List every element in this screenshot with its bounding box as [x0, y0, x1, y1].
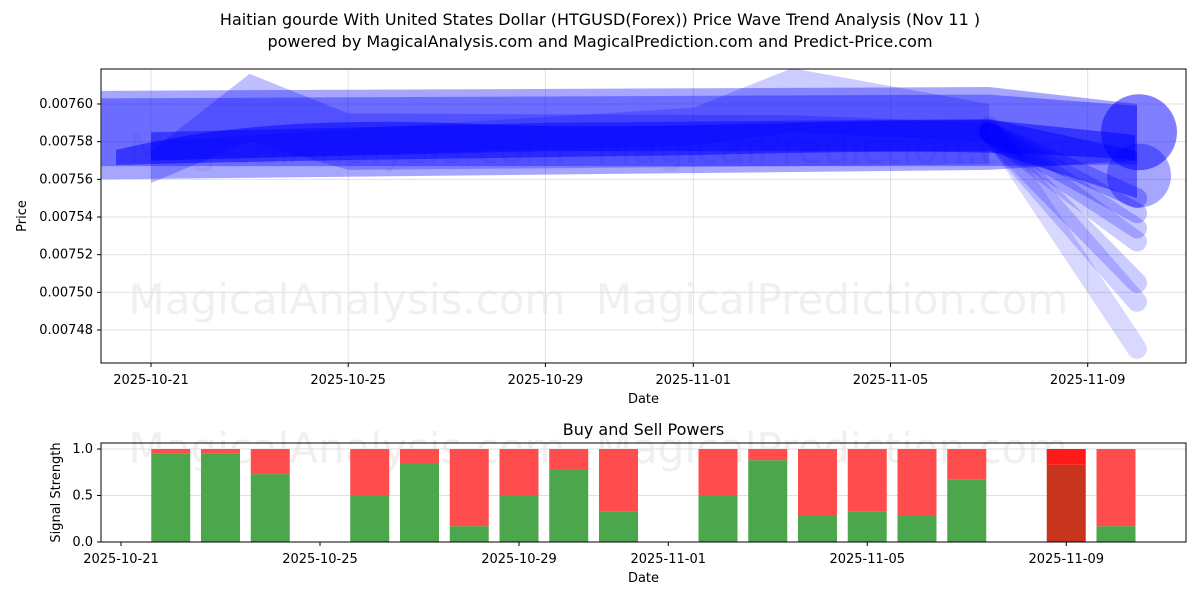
y-axis-label: Price: [15, 200, 30, 232]
y-tick-label: 0.5: [72, 489, 93, 504]
wave-tail: [979, 122, 1147, 209]
y-tick-label: 0.00754: [39, 210, 93, 225]
x-tick-label: 2025-10-25: [310, 373, 386, 388]
x-tick-label: 2025-10-25: [282, 552, 358, 567]
sell-bar: [499, 449, 539, 496]
wave-tail: [979, 116, 1147, 359]
sell-bar: [449, 449, 489, 527]
x-tick-label: 2025-11-01: [656, 373, 732, 388]
sell-bar: [1046, 449, 1086, 465]
buy-bar: [698, 495, 738, 542]
y-tick-label: 0.00756: [39, 172, 93, 187]
y-axis-label: Signal Strength: [49, 442, 64, 542]
buy-bar: [549, 469, 589, 542]
plot-frame: [100, 442, 1187, 543]
sell-bar: [250, 449, 290, 475]
x-axis-label: Date: [628, 571, 659, 586]
watermark: MagicalPrediction.com: [596, 275, 1069, 324]
sell-bar: [400, 449, 439, 463]
x-axis-label: Date: [628, 392, 659, 407]
buy-sell-powers-chart: 0.0 0.5 1.0 2025-10-21 2025-10-25 2025-10-29 2…: [49, 420, 1187, 586]
sell-bar: [798, 449, 837, 516]
x-tick-label: 2025-11-05: [853, 373, 929, 388]
chart-subtitle: powered by MagicalAnalysis.com and Magic…: [267, 32, 933, 51]
sell-bar: [549, 449, 589, 470]
buy-bar: [201, 453, 240, 542]
buy-bar: [250, 474, 290, 542]
buy-bar: [151, 453, 191, 542]
x-tick-label: 2025-10-21: [83, 552, 159, 567]
sell-bar: [151, 449, 191, 454]
x-tick-label: 2025-11-01: [630, 552, 706, 567]
buy-bar: [897, 515, 937, 542]
buy-bar: [599, 511, 638, 542]
subplot-title: Buy and Sell Powers: [563, 420, 725, 439]
y-tick-label: 0.00748: [39, 323, 93, 338]
buy-bar: [449, 526, 489, 542]
y-tick-label: 0.00758: [39, 135, 93, 150]
wave-end-marker: [1101, 94, 1177, 171]
wave-tail: [979, 122, 1147, 224]
wave-tail: [979, 122, 1147, 293]
sell-bar: [897, 449, 937, 516]
wave-core: [116, 120, 1135, 165]
y-tick-label: 0.00752: [39, 248, 93, 263]
price-wave-chart: 0.00748 0.00750 0.00752 0.00754 0.00756 0.007…: [15, 68, 1187, 407]
buy-bar: [499, 495, 539, 542]
y-tick-label: 0.0: [72, 535, 93, 550]
wave-tail: [979, 122, 1147, 252]
sell-bar: [201, 449, 240, 454]
plot-frame: [100, 68, 1187, 364]
buy-bar: [400, 462, 439, 542]
buy-bar: [947, 479, 987, 542]
sell-bar: [947, 449, 987, 480]
buy-bar: [748, 460, 788, 542]
watermarks: MagicalAnalysis.com MagicalPrediction.com…: [129, 124, 1069, 473]
wave-tail: [979, 122, 1147, 239]
sell-bar: [748, 449, 788, 461]
sell-bar: [847, 449, 887, 512]
x-tick-label: 2025-10-29: [508, 373, 584, 388]
y-tick-label: 1.0: [72, 442, 93, 457]
x-tick-label: 2025-10-21: [113, 373, 189, 388]
x-tick-label: 2025-11-05: [829, 552, 905, 567]
wave-tail: [979, 122, 1147, 312]
buy-bar: [1046, 464, 1086, 542]
chart-title: Haitian gourde With United States Dollar…: [219, 10, 981, 29]
x-tick-label: 2025-11-09: [1050, 373, 1126, 388]
buy-bar: [847, 511, 887, 542]
y-tick-label: 0.00750: [39, 285, 93, 300]
buy-bar: [350, 495, 390, 542]
sell-bar: [599, 449, 638, 512]
x-tick-label: 2025-10-29: [481, 552, 557, 567]
buy-bar: [798, 515, 837, 542]
watermark: MagicalAnalysis.com: [129, 275, 566, 324]
y-tick-label: 0.00760: [39, 97, 93, 112]
wave-end-marker: [1107, 143, 1171, 208]
sell-bar: [1096, 449, 1136, 527]
x-tick-label: 2025-11-09: [1028, 552, 1104, 567]
buy-bar: [1096, 526, 1136, 542]
sell-bar: [350, 449, 390, 496]
sell-bar: [698, 449, 738, 496]
